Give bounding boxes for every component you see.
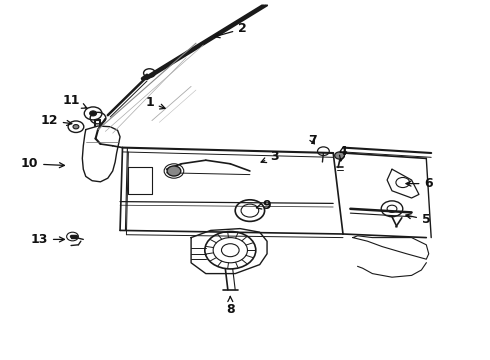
Text: 10: 10 [21, 157, 64, 170]
Text: 6: 6 [406, 177, 433, 190]
Circle shape [73, 125, 79, 129]
Circle shape [90, 111, 97, 116]
Circle shape [167, 166, 181, 176]
Circle shape [335, 152, 344, 159]
Text: 4: 4 [339, 145, 347, 161]
Text: 9: 9 [256, 199, 271, 212]
Text: 1: 1 [145, 96, 165, 109]
Text: 11: 11 [62, 94, 87, 108]
Text: 13: 13 [30, 233, 64, 246]
Text: 5: 5 [406, 213, 431, 226]
Text: 2: 2 [215, 22, 247, 38]
Text: 3: 3 [261, 150, 279, 163]
Text: 8: 8 [226, 297, 235, 316]
Text: 12: 12 [40, 114, 72, 127]
Text: 7: 7 [308, 134, 317, 147]
